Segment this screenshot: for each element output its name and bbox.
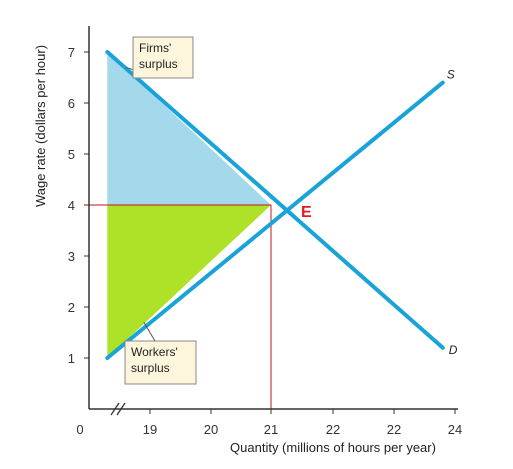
- firms-surplus-region: [107, 52, 271, 205]
- x-axis-title: Quantity (millions of hours per year): [230, 440, 436, 455]
- y-tick-label: 7: [68, 45, 75, 60]
- callout-box: [132, 36, 194, 79]
- x-tick-label: 19: [143, 422, 157, 437]
- callout-box: [124, 340, 197, 385]
- callout-text: surplus: [131, 361, 170, 375]
- equilibrium-label: E: [301, 204, 312, 221]
- x-tick-label: 22: [387, 422, 401, 437]
- curve-d: [105, 50, 445, 350]
- y-tick-label: 1: [68, 351, 75, 366]
- y-tick-label: 2: [68, 300, 75, 315]
- curve-label-d: D: [449, 343, 458, 357]
- x-tick-label: 22: [326, 422, 340, 437]
- callout-text: surplus: [139, 57, 178, 71]
- x-tick-label: 21: [264, 422, 278, 437]
- x-tick-label: 20: [204, 422, 218, 437]
- origin-label: 0: [76, 422, 83, 437]
- axis-break-mark: [116, 402, 126, 416]
- curve-label-s: S: [447, 68, 455, 82]
- y-tick-label: 6: [68, 96, 75, 111]
- workers-surplus-region: [107, 205, 271, 358]
- callout-leader: [143, 322, 156, 342]
- curve-s: [105, 80, 445, 360]
- callout-text: Workers': [131, 345, 178, 359]
- y-tick-label: 4: [68, 198, 75, 213]
- y-tick-label: 5: [68, 147, 75, 162]
- x-tick-label: 24: [448, 422, 462, 437]
- y-axis-title: Wage rate (dollars per hour): [33, 45, 48, 207]
- y-tick-label: 3: [68, 249, 75, 264]
- axis-break-mark: [110, 402, 120, 416]
- callout-text: Firms': [139, 41, 171, 55]
